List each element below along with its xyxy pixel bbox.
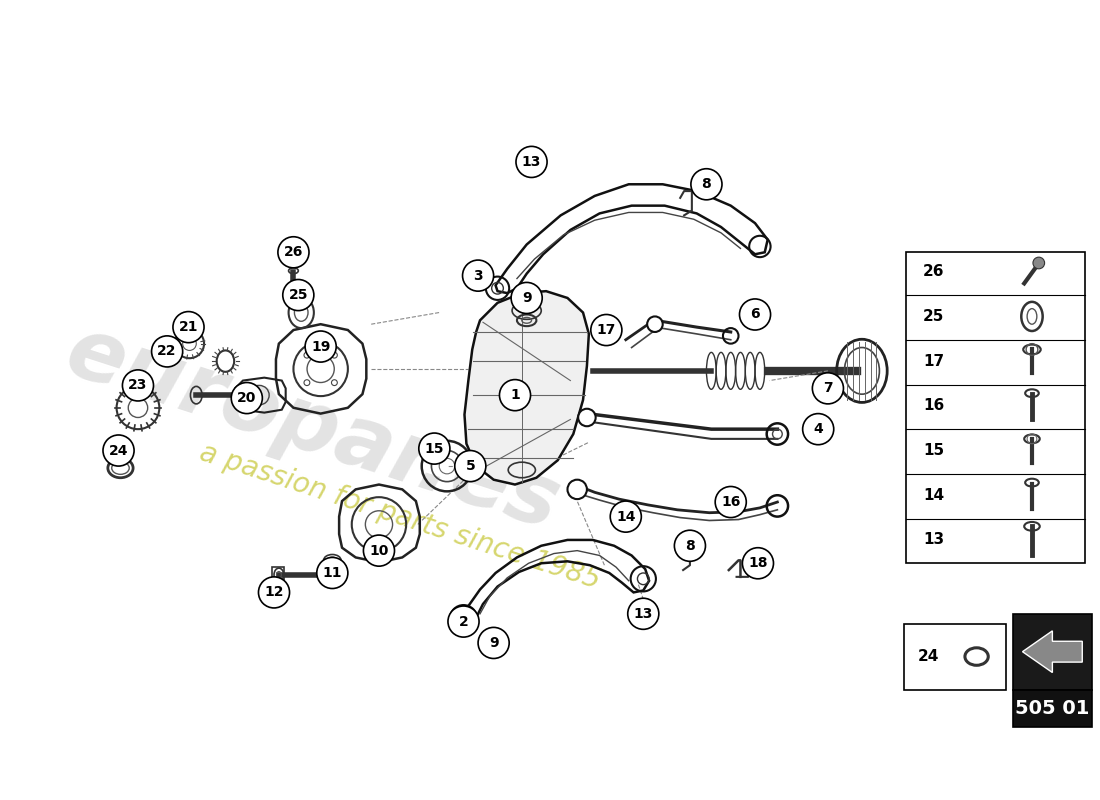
Circle shape bbox=[1033, 257, 1045, 269]
Circle shape bbox=[152, 336, 183, 367]
Text: 24: 24 bbox=[917, 649, 938, 664]
Circle shape bbox=[813, 373, 844, 404]
Circle shape bbox=[331, 380, 338, 386]
Circle shape bbox=[478, 627, 509, 658]
Text: 17: 17 bbox=[596, 323, 616, 337]
Text: 16: 16 bbox=[720, 495, 740, 509]
Text: 6: 6 bbox=[750, 307, 760, 322]
Text: 12: 12 bbox=[264, 586, 284, 599]
Circle shape bbox=[674, 530, 705, 562]
Polygon shape bbox=[1023, 631, 1082, 673]
Text: a passion for parts since 1985: a passion for parts since 1985 bbox=[197, 438, 604, 594]
Bar bbox=[272, 567, 284, 582]
Circle shape bbox=[462, 260, 494, 291]
Circle shape bbox=[803, 414, 834, 445]
Text: 18: 18 bbox=[748, 556, 768, 570]
Text: 11: 11 bbox=[322, 566, 342, 580]
Circle shape bbox=[317, 558, 348, 589]
Circle shape bbox=[591, 314, 622, 346]
Text: 17: 17 bbox=[923, 354, 944, 369]
Circle shape bbox=[331, 352, 338, 358]
Circle shape bbox=[739, 299, 771, 330]
Text: 21: 21 bbox=[179, 320, 198, 334]
Text: 9: 9 bbox=[488, 636, 498, 650]
Circle shape bbox=[173, 311, 204, 342]
Text: europar.es: europar.es bbox=[56, 310, 570, 548]
FancyBboxPatch shape bbox=[1012, 690, 1092, 726]
Text: 15: 15 bbox=[425, 442, 444, 455]
Text: 7: 7 bbox=[823, 382, 833, 395]
Circle shape bbox=[715, 486, 746, 518]
Circle shape bbox=[499, 379, 530, 410]
Circle shape bbox=[647, 317, 662, 332]
Text: 26: 26 bbox=[923, 264, 945, 279]
Circle shape bbox=[610, 501, 641, 532]
Circle shape bbox=[568, 480, 587, 499]
Circle shape bbox=[691, 169, 722, 200]
Text: 26: 26 bbox=[284, 246, 304, 259]
Text: 5: 5 bbox=[465, 459, 475, 473]
Text: 2: 2 bbox=[459, 614, 469, 629]
Circle shape bbox=[258, 577, 289, 608]
Text: 25: 25 bbox=[288, 288, 308, 302]
Text: 8: 8 bbox=[702, 178, 712, 191]
Circle shape bbox=[516, 146, 547, 178]
FancyBboxPatch shape bbox=[905, 252, 1086, 563]
Circle shape bbox=[103, 435, 134, 466]
Text: 13: 13 bbox=[521, 155, 541, 169]
Circle shape bbox=[363, 535, 395, 566]
Polygon shape bbox=[464, 291, 588, 485]
Circle shape bbox=[419, 433, 450, 464]
Text: 3: 3 bbox=[473, 269, 483, 282]
Text: 505 01: 505 01 bbox=[1015, 698, 1090, 718]
Text: 1: 1 bbox=[510, 388, 520, 402]
Circle shape bbox=[628, 598, 659, 630]
Text: 10: 10 bbox=[370, 544, 388, 558]
Circle shape bbox=[742, 548, 773, 579]
Text: 8: 8 bbox=[685, 538, 695, 553]
Text: 14: 14 bbox=[616, 510, 636, 524]
Text: 20: 20 bbox=[238, 391, 256, 405]
Text: 13: 13 bbox=[923, 533, 944, 547]
Text: 25: 25 bbox=[923, 309, 945, 324]
Circle shape bbox=[278, 237, 309, 268]
Circle shape bbox=[231, 382, 263, 414]
Circle shape bbox=[305, 331, 337, 362]
Circle shape bbox=[512, 282, 542, 314]
Text: 23: 23 bbox=[129, 378, 147, 393]
Circle shape bbox=[454, 450, 486, 482]
Circle shape bbox=[304, 380, 310, 386]
Circle shape bbox=[579, 409, 596, 426]
Circle shape bbox=[304, 352, 310, 358]
Text: 9: 9 bbox=[521, 291, 531, 305]
Text: 13: 13 bbox=[634, 606, 653, 621]
FancyBboxPatch shape bbox=[904, 623, 1005, 690]
Text: 22: 22 bbox=[157, 345, 177, 358]
Text: 24: 24 bbox=[109, 443, 129, 458]
Circle shape bbox=[122, 370, 154, 401]
Text: 15: 15 bbox=[923, 443, 944, 458]
FancyBboxPatch shape bbox=[1012, 614, 1092, 690]
Text: 19: 19 bbox=[311, 339, 330, 354]
Text: 4: 4 bbox=[813, 422, 823, 436]
Circle shape bbox=[448, 606, 480, 637]
Text: 14: 14 bbox=[923, 488, 944, 502]
Text: 16: 16 bbox=[923, 398, 945, 414]
Circle shape bbox=[283, 279, 313, 310]
